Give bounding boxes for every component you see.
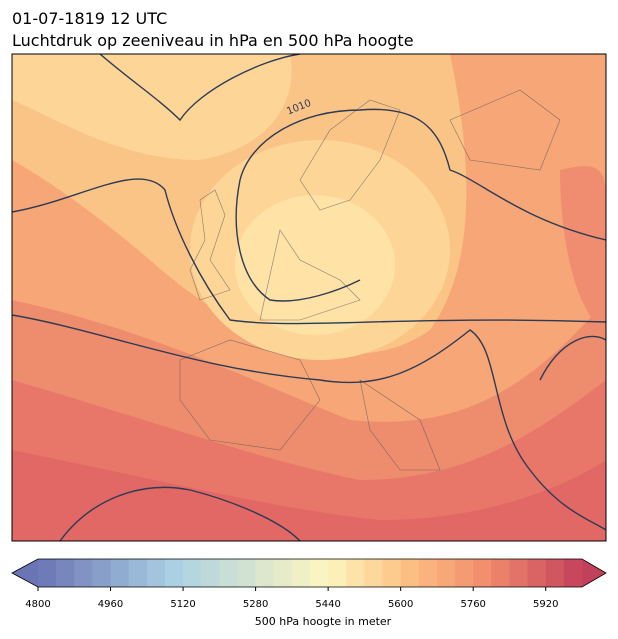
colorbar-bin <box>74 559 93 587</box>
colorbar-tick-label: 5120 <box>170 599 195 610</box>
colorbar-bin <box>346 559 365 587</box>
colorbar-bin <box>92 559 112 587</box>
colorbar-bin <box>128 559 148 587</box>
colorbar-bin <box>527 559 547 587</box>
colorbar-bin <box>237 559 257 587</box>
height-band <box>235 195 395 335</box>
height-band <box>12 54 292 160</box>
map-frame <box>11 53 607 542</box>
colorbar-bin <box>56 559 75 587</box>
colorbar-bin <box>38 559 57 587</box>
colorbar-bin <box>273 559 293 587</box>
colorbar-bin <box>545 559 565 587</box>
colorbar-bin <box>436 559 456 587</box>
colorbar-tick-label: 5440 <box>315 599 340 610</box>
colorbar-bin <box>328 559 347 587</box>
colorbar-bin <box>255 559 275 587</box>
colorbar-bin <box>364 559 384 587</box>
colorbar-bin <box>418 559 438 587</box>
colorbar: 4800 4960 5120 5280 5440 5600 5760 5920 <box>11 558 607 610</box>
colorbar-tick-label: 5920 <box>533 599 558 610</box>
colorbar-tick-label: 4800 <box>25 599 50 610</box>
colorbar-tick-label: 4960 <box>98 599 123 610</box>
pressure-contour <box>239 108 606 241</box>
colorbar-bin <box>310 559 329 587</box>
height-band <box>12 450 606 541</box>
pressure-contour <box>12 314 606 531</box>
height-band <box>560 166 606 330</box>
pressure-contour <box>12 178 606 325</box>
colorbar-bin <box>382 559 402 587</box>
colorbar-bin <box>509 559 529 587</box>
colorbar-label: 500 hPa hoogte in meter <box>255 615 392 628</box>
colorbar-extend-high <box>582 559 606 587</box>
coastline <box>179 89 561 471</box>
pressure-contour <box>99 54 301 122</box>
colorbar-bin <box>164 559 184 587</box>
colorbar-extend-low <box>12 559 38 587</box>
colorbar-bin <box>473 559 492 587</box>
colorbar-bin <box>146 559 166 587</box>
pressure-contour <box>235 179 361 302</box>
colorbar-bin <box>491 559 510 587</box>
map <box>12 54 606 541</box>
colorbar-bin <box>201 559 220 587</box>
colorbar-bin <box>183 559 202 587</box>
title-description: Luchtdruk op zeeniveau in hPa en 500 hPa… <box>12 31 414 50</box>
colorbar-tick-label: 5760 <box>460 599 485 610</box>
pressure-contour <box>59 486 301 541</box>
colorbar-bin <box>219 559 238 587</box>
colorbar-bin <box>455 559 474 587</box>
colorbar-tick-label: 5280 <box>243 599 268 610</box>
colorbar-bin <box>110 559 130 587</box>
colorbar-bin <box>400 559 420 587</box>
title-date: 01-07-1819 12 UTC <box>12 9 167 28</box>
pressure-contour <box>539 335 606 381</box>
colorbar-tick-label: 5600 <box>388 599 413 610</box>
colorbar-bin <box>291 559 311 587</box>
colorbar-bin <box>563 559 583 587</box>
